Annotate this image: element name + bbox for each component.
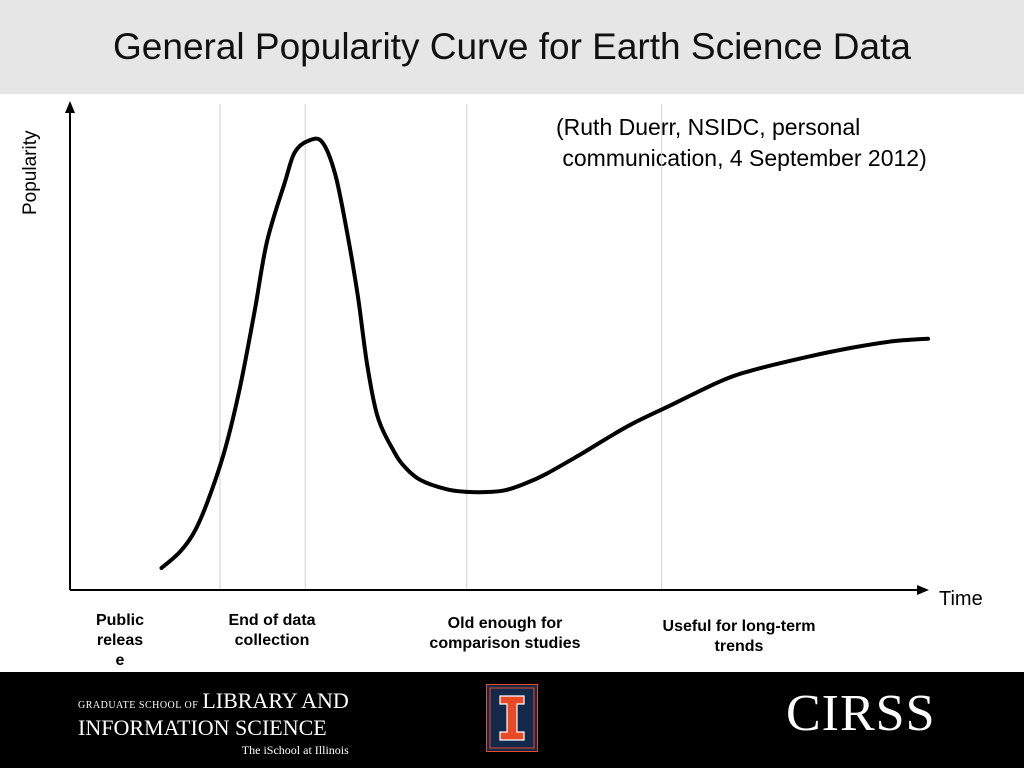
phase-label-end-of-collection: End of data collection [210, 611, 334, 651]
phase-label-line: End of data [228, 612, 316, 629]
popularity-chart [65, 101, 930, 595]
phase-label-public-release: Public releas e [88, 611, 152, 671]
cirss-logo: CIRSS [786, 685, 936, 742]
phase-label-comparison-studies: Old enough for comparison studies [405, 614, 605, 654]
phase-label-line: Useful for long-term [662, 618, 816, 635]
gslis-logo: GRADUATE SCHOOL OF LIBRARY AND INFORMATI… [78, 690, 349, 758]
phase-label-line: trends [714, 638, 764, 655]
popularity-curve [159, 136, 930, 570]
y-axis-arrowhead [65, 101, 75, 113]
phase-label-line: Public [95, 612, 144, 629]
phase-label-line: collection [234, 632, 310, 649]
phase-label-line: Old enough for [447, 615, 563, 632]
phase-label-line: releas [96, 632, 144, 649]
citation-line-1: (Ruth Duerr, NSIDC, personal [556, 114, 861, 140]
phase-label-long-term-trends: Useful for long-term trends [640, 617, 838, 657]
phase-divider-lines [219, 104, 663, 590]
slide-title: General Popularity Curve for Earth Scien… [113, 26, 911, 67]
title-bar: General Popularity Curve for Earth Scien… [0, 0, 1024, 94]
x-axis-label: Time [939, 588, 983, 610]
gslis-logo-subtitle: The iSchool at Illinois [241, 743, 349, 757]
phase-label-line: comparison studies [429, 635, 581, 652]
gslis-logo-small-text: GRADUATE SCHOOL OF [78, 700, 199, 711]
gslis-logo-line-1: LIBRARY AND [202, 688, 349, 713]
gslis-logo-line-2: INFORMATION SCIENCE [78, 715, 327, 740]
x-axis-arrowhead [917, 585, 929, 595]
illinois-block-i-logo [486, 684, 538, 752]
citation: (Ruth Duerr, NSIDC, personal communicati… [556, 112, 927, 174]
phase-label-line: e [115, 652, 125, 669]
y-axis-label: Popularity [20, 130, 41, 216]
citation-line-2: communication, 4 September 2012) [556, 145, 927, 171]
